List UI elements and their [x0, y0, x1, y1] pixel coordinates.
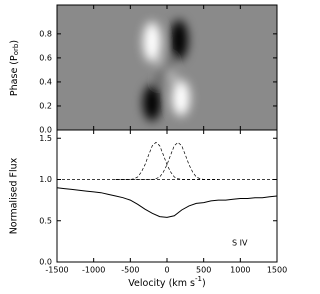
- y-tick-label: 0.6: [39, 53, 52, 62]
- x-label: Velocity (km s-1): [128, 275, 205, 289]
- x-tick-label: 0: [164, 266, 169, 275]
- x-label-text: Velocity (km s: [128, 278, 195, 289]
- x-label-sup: -1: [195, 275, 202, 283]
- y-label-text: Phase (P: [9, 55, 20, 96]
- annotation: S IV: [232, 239, 248, 248]
- figure: Phase (Porb) Normalised Flux Velocity (k…: [9, 4, 287, 289]
- y-tick-label: 0.8: [39, 29, 52, 38]
- x-tick-label: 1000: [230, 266, 250, 275]
- flux-line: [56, 187, 278, 218]
- x-tick-label: -1000: [82, 266, 105, 275]
- y-tick-label: 0.4: [39, 77, 52, 86]
- y-tick-label: 1.5: [39, 134, 52, 143]
- model-line: [115, 141, 219, 180]
- model-line: [115, 141, 219, 180]
- y-label-sub: orb: [12, 43, 20, 55]
- x-tick-label: 500: [196, 266, 211, 275]
- x-tick-label: -1500: [45, 266, 68, 275]
- x-label-end: ): [202, 278, 206, 289]
- y-tick-label: 0.0: [39, 126, 52, 135]
- y-tick-label: 0.2: [39, 101, 52, 110]
- y-label: Phase (Porb): [9, 40, 21, 96]
- y-label: Normalised Flux: [9, 157, 20, 234]
- y-tick-label: 1.0: [39, 175, 52, 184]
- y-tick-label: 0.5: [39, 216, 52, 225]
- trailed-spectrum: [57, 5, 277, 130]
- y-tick-label: 0.0: [39, 258, 52, 267]
- x-tick-label: -500: [121, 266, 139, 275]
- y-label-end: ): [9, 40, 20, 44]
- x-tick-label: 1500: [267, 266, 287, 275]
